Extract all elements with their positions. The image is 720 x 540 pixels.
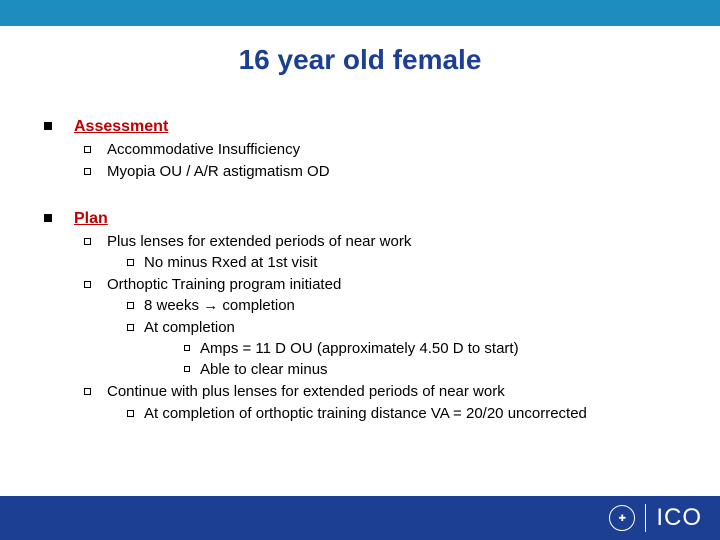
- bullet-open-icon: [84, 388, 91, 395]
- list-item: Myopia OU / A/R astigmatism OD: [84, 162, 676, 182]
- bullet-square-icon: [44, 122, 52, 130]
- section-body: Assessment Accommodative Insufficiency M…: [74, 116, 676, 182]
- section-assessment: Assessment Accommodative Insufficiency M…: [44, 116, 676, 182]
- item-text: Able to clear minus: [200, 360, 328, 380]
- list-item: At completion Amps = 11 D OU (approximat…: [127, 318, 676, 381]
- list-item: No minus Rxed at 1st visit: [127, 253, 676, 273]
- list-item: 8 weeks → completion: [127, 296, 676, 316]
- list-item: Amps = 11 D OU (approximately 4.50 D to …: [184, 339, 519, 359]
- slide-title: 16 year old female: [0, 44, 720, 76]
- footer-logo-text: ICO: [656, 504, 702, 532]
- item-body: Continue with plus lenses for extended p…: [107, 382, 676, 424]
- bullet-open-icon: [127, 410, 134, 417]
- item-text: 8 weeks → completion: [144, 296, 295, 316]
- bullet-open-icon: [84, 238, 91, 245]
- bullet-open-icon: [184, 366, 190, 372]
- section-heading: Plan: [74, 208, 676, 230]
- item-body: Plus lenses for extended periods of near…: [107, 232, 676, 274]
- section-heading: Assessment: [74, 116, 676, 138]
- item-body: Orthoptic Training program initiated 8 w…: [107, 275, 676, 380]
- bullet-open-icon: [127, 259, 134, 266]
- list-item: At completion of orthoptic training dist…: [127, 404, 676, 424]
- item-text: At completion: [144, 318, 519, 338]
- section-body: Plan Plus lenses for extended periods of…: [74, 208, 676, 424]
- item-body: At completion Amps = 11 D OU (approximat…: [144, 318, 519, 381]
- list-item: Continue with plus lenses for extended p…: [84, 382, 676, 424]
- bullet-open-icon: [84, 168, 91, 175]
- item-text: Myopia OU / A/R astigmatism OD: [107, 162, 676, 182]
- list-item: Plus lenses for extended periods of near…: [84, 232, 676, 274]
- footer-bar: ✚ ICO: [0, 496, 720, 540]
- divider-icon: [645, 504, 646, 532]
- bullet-open-icon: [127, 324, 134, 331]
- item-text: No minus Rxed at 1st visit: [144, 253, 317, 273]
- bullet-open-icon: [84, 281, 91, 288]
- bullet-square-icon: [44, 214, 52, 222]
- seal-glyph: ✚: [619, 513, 627, 524]
- header-bar: [0, 0, 720, 26]
- bullet-open-icon: [184, 345, 190, 351]
- item-text: Orthoptic Training program initiated: [107, 275, 676, 295]
- item-text: Accommodative Insufficiency: [107, 140, 676, 160]
- list-item: Accommodative Insufficiency: [84, 140, 676, 160]
- item-text: Amps = 11 D OU (approximately 4.50 D to …: [200, 339, 519, 359]
- bullet-open-icon: [84, 146, 91, 153]
- seal-icon: ✚: [609, 505, 635, 531]
- list-item: Orthoptic Training program initiated 8 w…: [84, 275, 676, 380]
- section-plan: Plan Plus lenses for extended periods of…: [44, 208, 676, 424]
- item-text: At completion of orthoptic training dist…: [144, 404, 587, 424]
- item-text-span: 8 weeks → completion: [144, 297, 295, 314]
- list-item: Able to clear minus: [184, 360, 519, 380]
- slide-content: Assessment Accommodative Insufficiency M…: [0, 76, 720, 424]
- bullet-open-icon: [127, 302, 134, 309]
- item-text: Continue with plus lenses for extended p…: [107, 382, 676, 402]
- item-text: Plus lenses for extended periods of near…: [107, 232, 676, 252]
